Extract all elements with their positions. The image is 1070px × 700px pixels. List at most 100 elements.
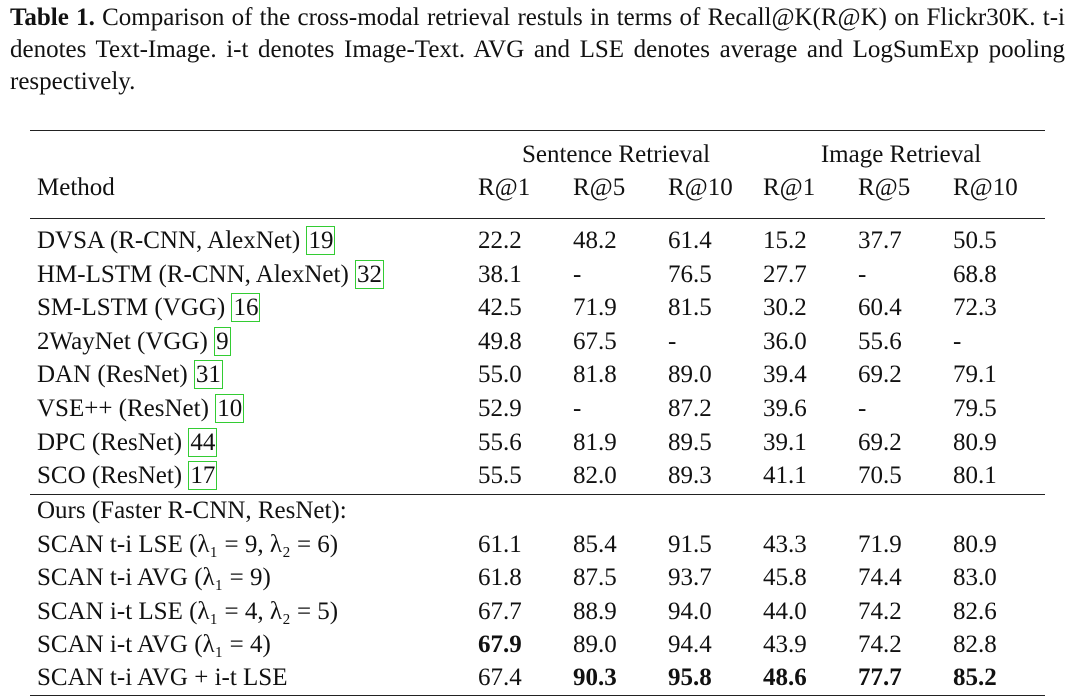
cell: 80.9 [953, 428, 997, 456]
method: SCAN i-t LSE (λ₁ = 4, λ₂ = 5) [37, 597, 339, 625]
cell: 52.9 [478, 395, 522, 422]
cell: - [858, 395, 867, 422]
cell: 82.8 [953, 630, 997, 658]
method: SCAN t-i AVG (λ₁ = 9) [37, 564, 271, 592]
cell: 82.0 [573, 462, 617, 490]
top-rule [30, 130, 1045, 131]
cell: 81.8 [573, 361, 617, 389]
cell: 81.5 [668, 294, 712, 322]
cell: 67.9 [478, 630, 522, 658]
cell: 80.1 [953, 462, 997, 490]
method: VSE++ (ResNet) 10 [37, 394, 245, 423]
citation: 44 [188, 427, 218, 457]
cell: 95.8 [668, 664, 712, 692]
cell: 43.9 [763, 630, 807, 658]
cell: 39.4 [763, 361, 807, 389]
cell: 38.1 [478, 260, 522, 288]
cell: 67.7 [478, 597, 522, 625]
cell: 41.1 [763, 462, 807, 490]
cell: 43.3 [763, 531, 807, 558]
citation: 32 [355, 259, 385, 289]
cell: 89.0 [668, 361, 712, 389]
method: DVSA (R-CNN, AlexNet) 19 [37, 226, 336, 255]
cell: 82.6 [953, 597, 997, 625]
cell: 93.7 [668, 564, 712, 592]
column-header: R@5 [573, 174, 626, 201]
column-header: R@10 [668, 174, 733, 201]
citation: 31 [193, 360, 223, 390]
cell: 89.0 [573, 630, 617, 658]
cell: 36.0 [763, 327, 807, 355]
method: SCAN t-i LSE (λ₁ = 9, λ₂ = 6) [37, 531, 339, 558]
caption: Table 1. Comparison of the cross-modal r… [10, 2, 1065, 98]
cell: 15.2 [763, 227, 807, 254]
cell: 45.8 [763, 564, 807, 592]
cell: 27.7 [763, 260, 807, 288]
citation: 19 [306, 226, 336, 255]
cell: 77.7 [858, 664, 902, 692]
cell: 90.3 [573, 664, 617, 692]
citation: 17 [188, 461, 218, 491]
cell: - [668, 327, 677, 355]
cell: 39.1 [763, 428, 807, 456]
cell: 49.8 [478, 327, 522, 355]
citation: 10 [215, 394, 245, 423]
column-header: R@10 [953, 174, 1018, 201]
method: DPC (ResNet) 44 [37, 427, 218, 457]
cell: 72.3 [953, 294, 997, 322]
cell: 61.1 [478, 531, 522, 558]
cell: 44.0 [763, 597, 807, 625]
cell: 60.4 [858, 294, 902, 322]
cell: 74.2 [858, 630, 902, 658]
cell: 89.5 [668, 428, 712, 456]
cell: 48.6 [763, 664, 807, 692]
method: SCAN i-t AVG (λ₁ = 4) [37, 630, 271, 658]
cell: 88.9 [573, 597, 617, 625]
cell: - [573, 260, 582, 288]
cell: 85.2 [953, 664, 997, 692]
cell: 79.1 [953, 361, 997, 389]
method: HM-LSTM (R-CNN, AlexNet) 32 [37, 259, 385, 289]
cell: 79.5 [953, 395, 997, 422]
cell: 94.4 [668, 630, 712, 658]
cell: - [573, 395, 582, 422]
cell: 50.5 [953, 227, 997, 254]
cell: 87.2 [668, 395, 712, 422]
column-header: R@1 [478, 174, 531, 201]
cell: 70.5 [858, 462, 902, 490]
method: 2WayNet (VGG) 9 [37, 326, 231, 356]
section-header: Ours (Faster R-CNN, ResNet): [37, 497, 347, 524]
cell: 74.2 [858, 597, 902, 625]
group-header: Sentence Retrieval [521, 141, 711, 168]
cell: 69.2 [858, 428, 902, 456]
caption-label: Table 1. [10, 4, 95, 31]
cell: 81.9 [573, 428, 617, 456]
cell: 71.9 [573, 294, 617, 322]
cell: 67.4 [478, 664, 522, 692]
cell: 55.0 [478, 361, 522, 389]
group-header: Image Retrieval [820, 141, 982, 168]
cell: 89.3 [668, 462, 712, 490]
method: SM-LSTM (VGG) 16 [37, 293, 261, 323]
citation: 9 [214, 326, 231, 356]
cell: 61.8 [478, 564, 522, 592]
cell: 39.6 [763, 395, 807, 422]
cell: 87.5 [573, 564, 617, 592]
cell: 61.4 [668, 227, 712, 254]
cell: 83.0 [953, 564, 997, 592]
cell: 80.9 [953, 531, 997, 558]
caption-text: Comparison of the cross-modal retrieval … [10, 4, 1065, 95]
cell: 42.5 [478, 294, 522, 322]
cell: 48.2 [573, 227, 617, 254]
cell: 55.6 [858, 327, 902, 355]
header-rule [30, 218, 1045, 219]
column-header: Method [37, 174, 115, 201]
cell: 30.2 [763, 294, 807, 322]
method: SCAN t-i AVG + i-t LSE [37, 664, 288, 692]
cell: 94.0 [668, 597, 712, 625]
cell: 37.7 [858, 227, 902, 254]
cell: 68.8 [953, 260, 997, 288]
cell: - [953, 327, 962, 355]
cell: 55.6 [478, 428, 522, 456]
